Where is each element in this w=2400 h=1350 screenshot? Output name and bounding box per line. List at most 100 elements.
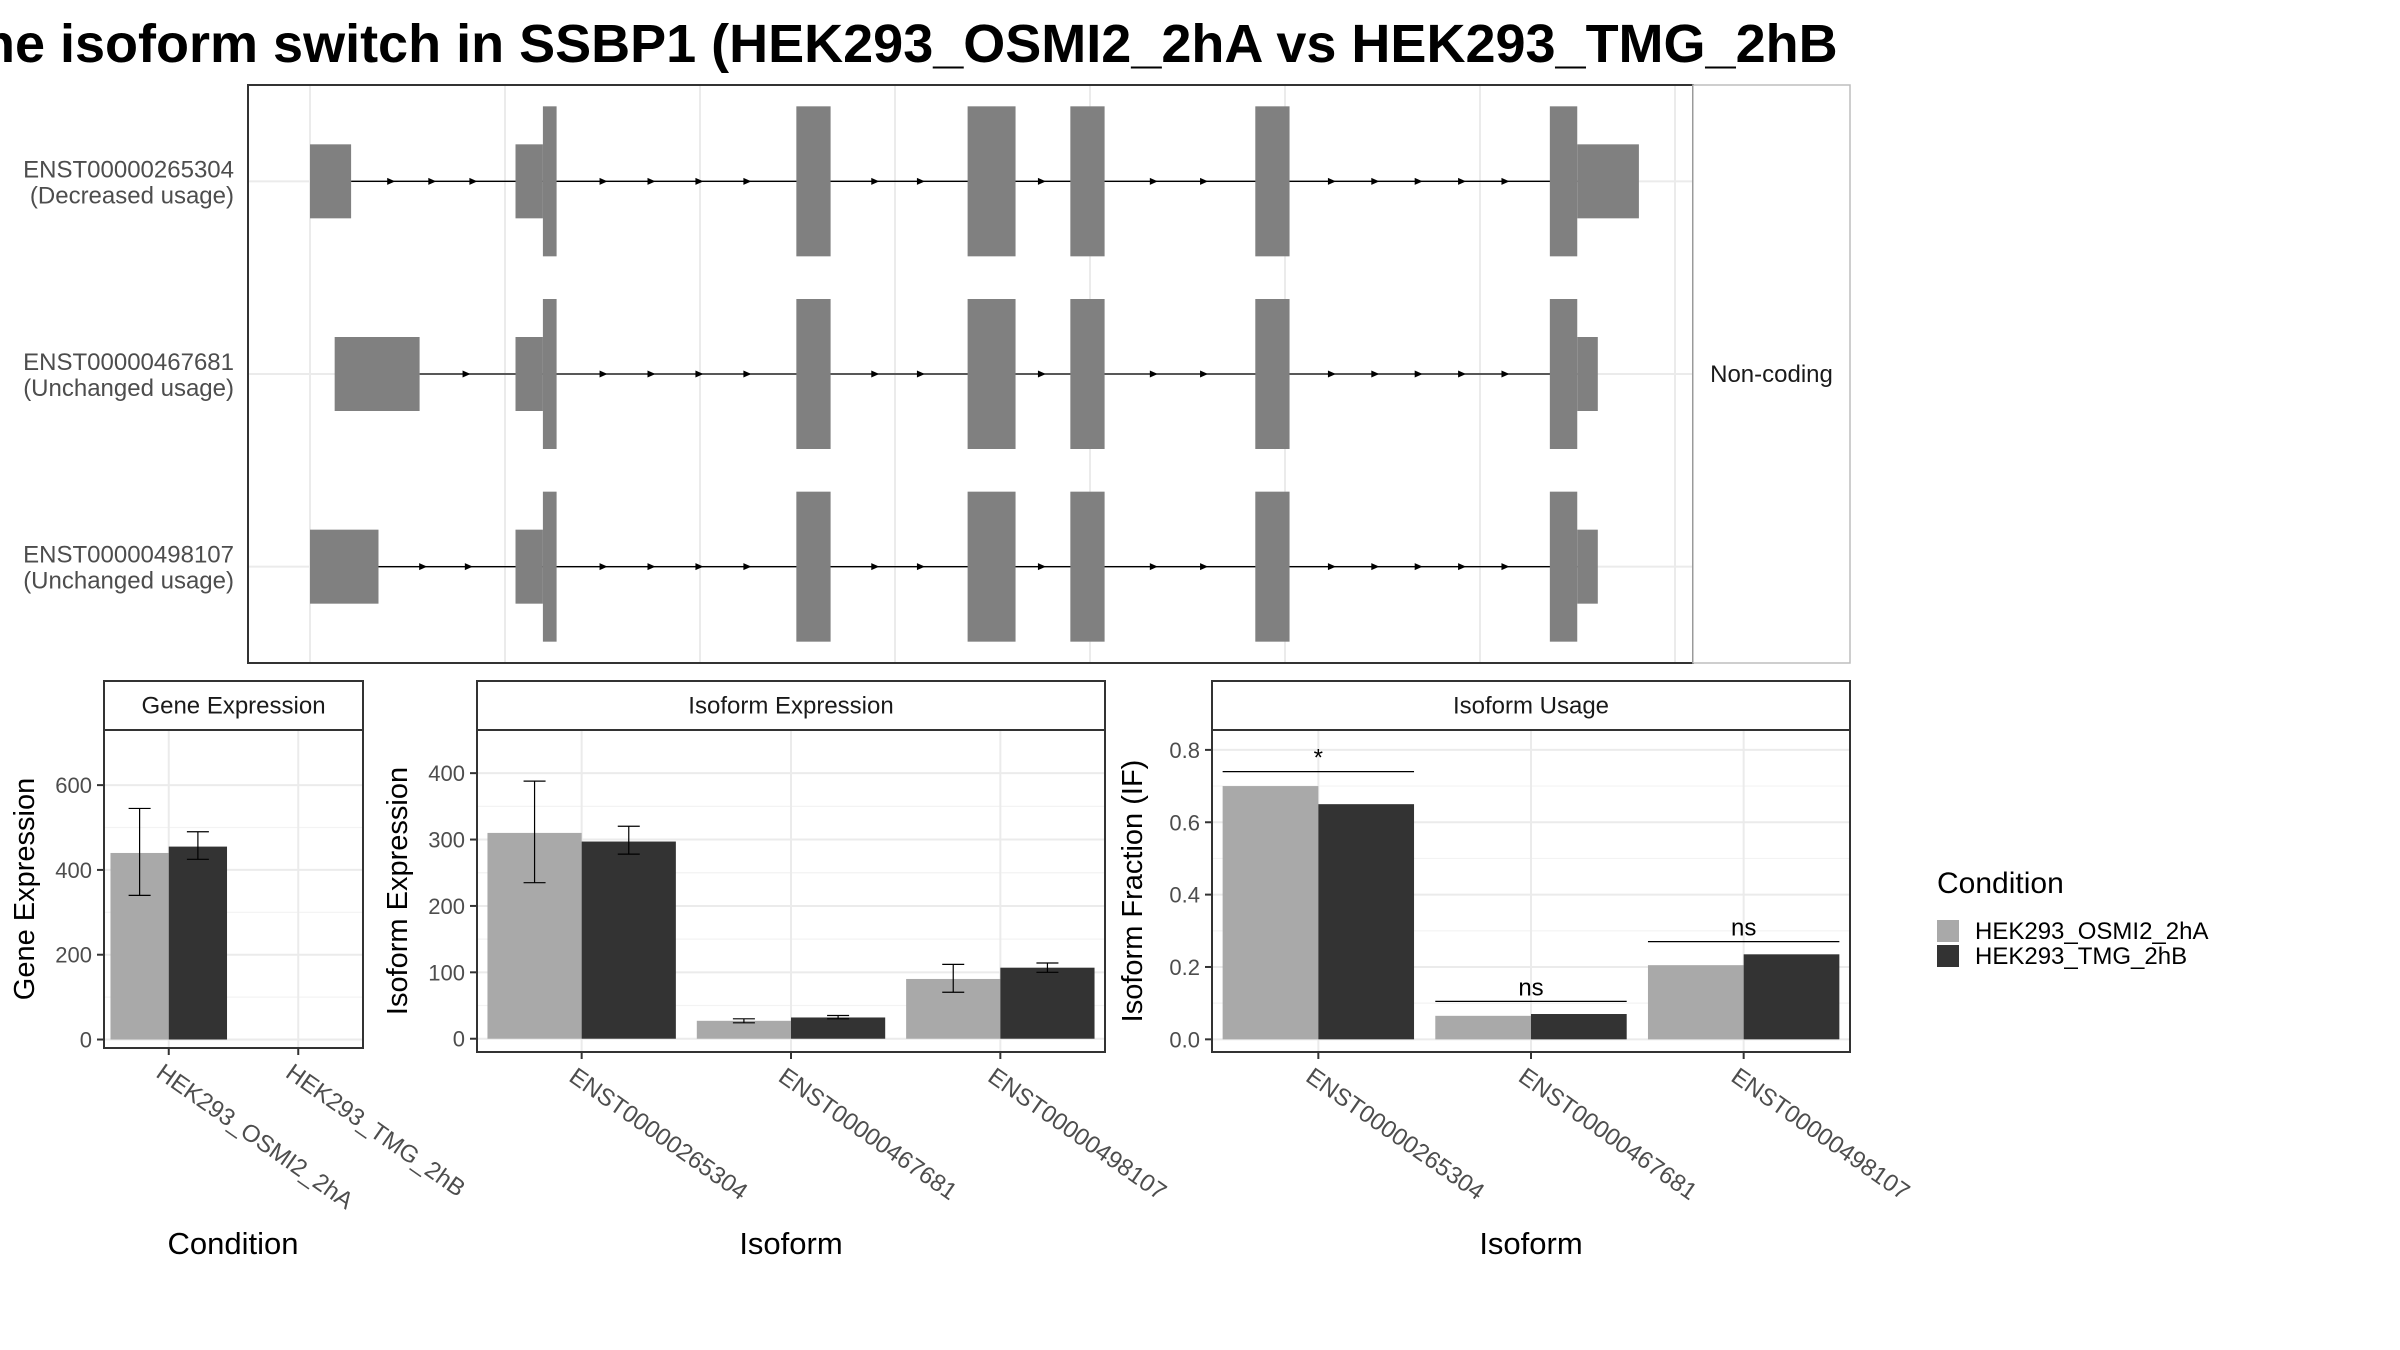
bar — [1435, 1015, 1531, 1040]
direction-arrow — [647, 563, 656, 571]
direction-arrow — [1200, 370, 1209, 378]
exon — [334, 337, 420, 411]
direction-arrow — [743, 177, 752, 185]
exon — [310, 144, 352, 219]
direction-arrow — [464, 563, 473, 571]
y-tick-label: 200 — [428, 894, 465, 919]
direction-arrow — [1371, 177, 1380, 185]
legend-key — [1937, 920, 1959, 942]
x-axis-title: Condition — [168, 1226, 299, 1261]
facet-strip-label: Non-coding — [1710, 361, 1833, 388]
x-tick-label: ENST00000467681 — [774, 1063, 962, 1206]
direction-arrow — [1327, 370, 1336, 378]
direction-arrow — [419, 563, 428, 571]
direction-arrow — [1200, 563, 1209, 571]
exon — [1549, 491, 1578, 642]
bar — [1743, 954, 1840, 1040]
y-tick-label: 400 — [55, 858, 92, 883]
transcript-label: ENST00000498107 — [23, 542, 234, 569]
direction-arrow — [1037, 370, 1046, 378]
significance-label: ns — [1731, 915, 1756, 942]
exon — [1255, 491, 1290, 642]
bar — [1318, 804, 1415, 1040]
facet-strip — [103, 680, 364, 731]
bar — [1647, 965, 1744, 1040]
direction-arrow — [871, 177, 880, 185]
direction-arrow — [695, 370, 704, 378]
direction-arrow — [599, 563, 608, 571]
direction-arrow — [916, 370, 925, 378]
exon — [1549, 299, 1578, 449]
direction-arrow — [1200, 177, 1209, 185]
direction-arrow — [1037, 563, 1046, 571]
exon — [515, 144, 543, 219]
legend-label: HEK293_TMG_2hB — [1975, 943, 2187, 970]
x-axis-title: Isoform — [1479, 1226, 1582, 1261]
direction-arrow — [1458, 563, 1467, 571]
y-tick-label: 600 — [55, 773, 92, 798]
exon — [1577, 529, 1598, 604]
direction-arrow — [1501, 370, 1510, 378]
bar — [791, 1017, 886, 1039]
direction-arrow — [1149, 177, 1158, 185]
direction-arrow — [1414, 177, 1423, 185]
bar — [696, 1020, 791, 1039]
y-tick-label: 0 — [80, 1028, 92, 1053]
direction-arrow — [647, 177, 656, 185]
direction-arrow — [599, 370, 608, 378]
exon — [1577, 144, 1639, 219]
direction-arrow — [462, 370, 471, 378]
x-tick-label: ENST00000498107 — [1726, 1063, 1914, 1206]
exon — [310, 529, 379, 604]
y-axis-title: Gene Expression — [9, 778, 41, 1000]
direction-arrow — [916, 177, 925, 185]
facet-strip-label: Isoform Expression — [688, 693, 893, 720]
exon — [1070, 299, 1105, 449]
direction-arrow — [695, 563, 704, 571]
bar — [168, 846, 228, 1040]
y-tick-label: 0.8 — [1169, 738, 1200, 763]
exon — [1070, 106, 1105, 257]
direction-arrow — [1371, 563, 1380, 571]
direction-arrow — [1501, 177, 1510, 185]
gene-structure-panel: ENST00000265304(Decreased usage) ENST0000… — [23, 84, 1851, 664]
direction-arrow — [599, 177, 608, 185]
direction-arrow — [428, 177, 437, 185]
transcript-usage-label: (Unchanged usage) — [23, 375, 234, 402]
exon — [1577, 337, 1598, 411]
x-tick-label: ENST00000265304 — [564, 1063, 752, 1206]
x-axis-title: Isoform — [739, 1226, 842, 1261]
direction-arrow — [1414, 370, 1423, 378]
y-tick-label: 0 — [453, 1027, 465, 1052]
x-tick-label: ENST00000467681 — [1514, 1063, 1702, 1206]
legend-label: HEK293_OSMI2_2hA — [1975, 918, 2208, 945]
exon — [796, 299, 831, 449]
chart-title: he isoform switch in SSBP1 (HEK293_OSMI2… — [0, 14, 1838, 74]
y-tick-label: 400 — [428, 761, 465, 786]
y-tick-label: 0.0 — [1169, 1027, 1200, 1052]
exon — [515, 529, 543, 604]
significance-label: ns — [1518, 974, 1543, 1001]
y-tick-label: 300 — [428, 828, 465, 853]
significance-label: * — [1314, 745, 1323, 772]
exon — [1255, 299, 1290, 449]
facet-strip — [1211, 680, 1851, 731]
direction-arrow — [695, 177, 704, 185]
exon — [796, 106, 831, 257]
facet-strip — [1692, 84, 1851, 664]
exon — [1070, 491, 1105, 642]
exon — [515, 337, 543, 411]
y-axis-title: Isoform Fraction (IF) — [1117, 760, 1149, 1023]
direction-arrow — [1149, 370, 1158, 378]
y-tick-label: 0.4 — [1169, 883, 1200, 908]
direction-arrow — [1037, 177, 1046, 185]
direction-arrow — [871, 563, 880, 571]
transcript-usage-label: (Unchanged usage) — [23, 568, 234, 595]
direction-arrow — [743, 563, 752, 571]
exon — [967, 491, 1016, 642]
direction-arrow — [469, 177, 478, 185]
exon — [1255, 106, 1290, 257]
exon — [1549, 106, 1578, 257]
